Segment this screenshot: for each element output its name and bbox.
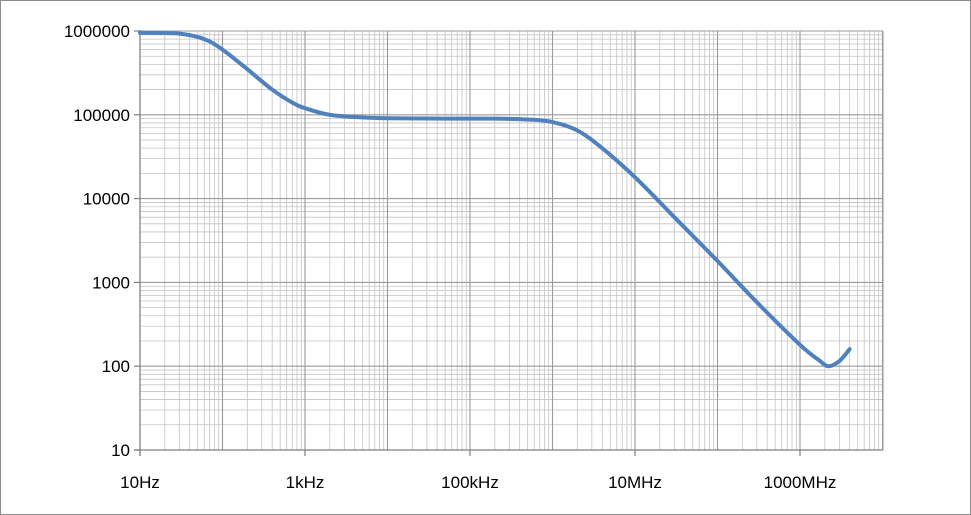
x-tick-label: 1000MHz	[764, 473, 837, 492]
y-tick-label: 10	[111, 441, 130, 460]
series-layer	[138, 30, 852, 369]
series-line-1	[138, 30, 852, 369]
minor-gridlines	[140, 31, 883, 450]
y-tick-label: 1000	[92, 273, 130, 292]
x-axis-tick-labels: 10Hz 1kHz 100kHz 10MHz 1000MHz	[120, 473, 836, 492]
y-tick-label: 100000	[73, 106, 130, 125]
y-tick-label: 1000000	[64, 22, 130, 41]
major-gridlines	[139, 30, 884, 451]
y-axis-tick-labels: 10 100 1000 10000 100000 1000000	[64, 22, 130, 460]
x-tick-label: 10Hz	[120, 473, 160, 492]
x-tick-label: 100kHz	[441, 473, 499, 492]
x-tick-label: 10MHz	[608, 473, 662, 492]
plot-axes	[134, 30, 884, 456]
y-tick-label: 10000	[83, 190, 130, 209]
y-tick-label: 100	[102, 357, 130, 376]
x-tick-label: 1kHz	[286, 473, 325, 492]
